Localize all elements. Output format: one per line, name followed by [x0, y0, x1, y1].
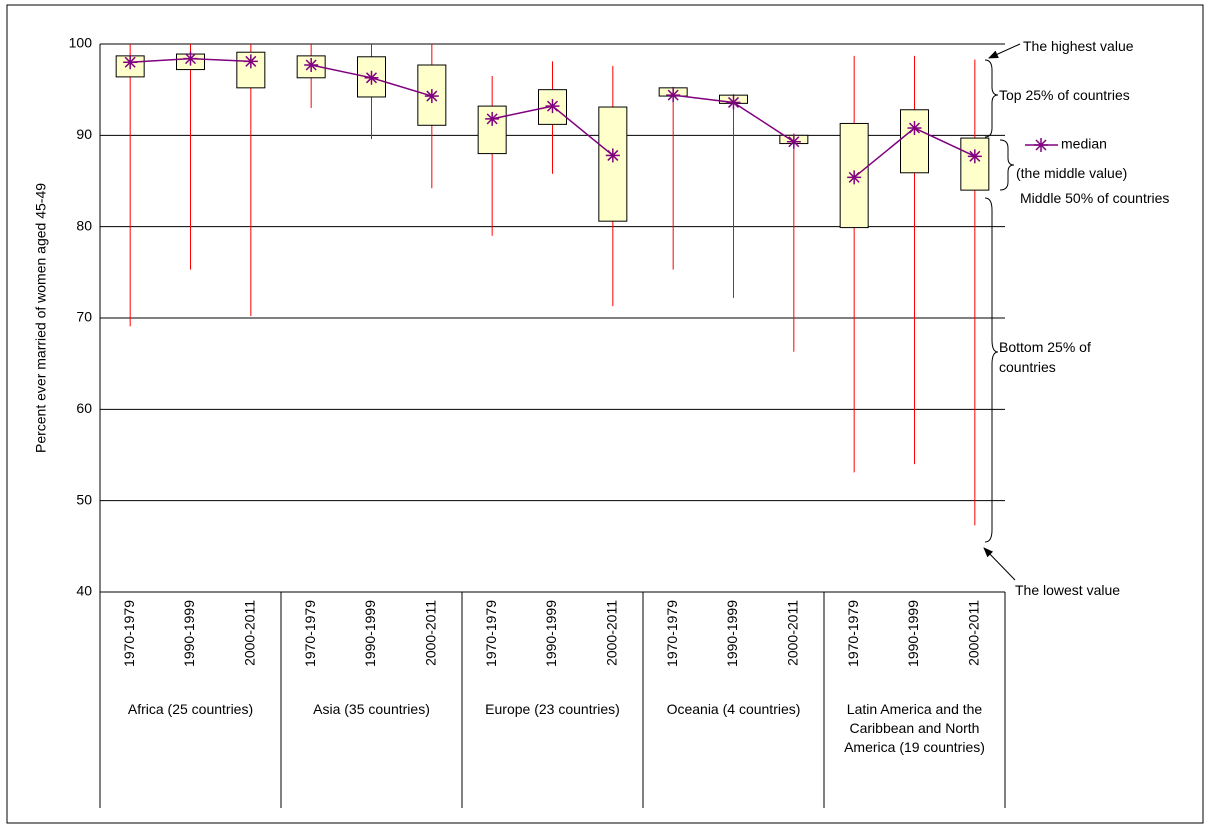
- annotation: (the middle value): [1016, 165, 1128, 181]
- box: [900, 109, 929, 174]
- x-tick-label: 2000-2011: [423, 600, 439, 666]
- arrow: [988, 43, 1021, 59]
- marker-stroke: [124, 56, 136, 68]
- median-marker: [364, 70, 379, 85]
- marker-stroke: [969, 150, 981, 162]
- group-label: Oceania (4 countries): [666, 701, 801, 717]
- x-tick-label: 2000-2011: [966, 600, 982, 666]
- marker-stroke: [305, 59, 317, 71]
- median-marker: [666, 88, 681, 103]
- median-marker: [605, 148, 620, 163]
- annotation-text: The lowest value: [1015, 582, 1121, 598]
- y-tick-label: 60: [76, 400, 92, 416]
- median-marker: [726, 95, 741, 110]
- x-tick-label: 1970-1979: [845, 600, 861, 667]
- marker-stroke: [908, 122, 921, 134]
- group-label: Latin America and the Caribbean and Nort…: [844, 701, 985, 755]
- median-marker: [123, 55, 138, 70]
- marker-stroke: [848, 171, 860, 183]
- x-tick-label: 1970-1979: [121, 600, 137, 667]
- box: [960, 137, 990, 191]
- annotation: The lowest value: [1015, 582, 1121, 598]
- marker-stroke: [1035, 139, 1047, 151]
- x-tick-label: 1990-1999: [543, 600, 559, 667]
- x-tick-label: 1990-1999: [724, 600, 740, 667]
- median-marker: [847, 170, 862, 185]
- y-tick-label: 50: [76, 491, 92, 507]
- frame: [6, 4, 1204, 824]
- group-label-text: Oceania (4 countries): [666, 701, 801, 717]
- y-tick-label: 70: [76, 309, 92, 325]
- x-tick-label: 1990-1999: [905, 600, 921, 667]
- x-tick-label: 2000-2011: [785, 600, 801, 666]
- median-marker: [183, 51, 198, 66]
- median-marker: [545, 99, 560, 114]
- y-tick-label: 90: [76, 126, 92, 142]
- x-tick-label: 2000-2011: [242, 600, 258, 666]
- marker-stroke: [365, 72, 378, 84]
- annotation-text: Bottom 25% of countries: [999, 339, 1091, 375]
- group-label-text: Africa (25 countries): [127, 701, 254, 717]
- marker-stroke: [546, 100, 559, 112]
- marker-stroke: [607, 149, 619, 161]
- box: [598, 106, 628, 222]
- group-label-text: Europe (23 countries): [485, 701, 620, 717]
- y-tick-label: 100: [69, 35, 93, 51]
- marker-stroke: [486, 113, 498, 125]
- x-tick-label: 1990-1999: [362, 600, 378, 667]
- annotation-text: Top 25% of countries: [999, 87, 1130, 103]
- marker-stroke: [184, 53, 197, 65]
- marker-stroke: [667, 89, 679, 101]
- x-tick-label: 1970-1979: [302, 600, 318, 667]
- annotation-text: (the middle value): [1016, 165, 1128, 181]
- y-tick-label: 40: [76, 583, 92, 599]
- median-marker: [304, 58, 319, 73]
- marker-stroke: [727, 96, 740, 108]
- brace: [984, 59, 999, 138]
- median-marker: [907, 121, 922, 136]
- group-label-text: Asia (35 countries): [313, 701, 430, 717]
- group-label: Asia (35 countries): [313, 701, 430, 717]
- arrow: [983, 547, 1016, 581]
- median-marker: [243, 54, 258, 69]
- brace: [984, 197, 999, 543]
- x-tick-label: 2000-2011: [604, 600, 620, 666]
- x-tick-label: 1970-1979: [664, 600, 680, 667]
- marker-stroke: [426, 90, 438, 102]
- marker-stroke: [788, 136, 800, 148]
- group-label: Africa (25 countries): [127, 701, 254, 717]
- x-tick-label: 1970-1979: [483, 600, 499, 667]
- y-axis-label: Percent ever married of women aged 45-49: [33, 183, 49, 453]
- annotation-text: The highest value: [1023, 38, 1134, 54]
- legend-label: median: [1061, 136, 1107, 152]
- marker-stroke: [245, 55, 257, 67]
- median-marker: [485, 111, 500, 126]
- y-tick-label: 80: [76, 217, 92, 233]
- x-tick-label: 1990-1999: [181, 600, 197, 667]
- annotation: Middle 50% of countries: [1020, 190, 1170, 206]
- group-label: Europe (23 countries): [485, 701, 620, 717]
- brace: [999, 139, 1015, 191]
- annotation: Bottom 25% of countries: [999, 339, 1091, 375]
- group-label-text: Latin America and the Caribbean and Nort…: [844, 701, 985, 755]
- annotation: The highest value: [1023, 38, 1134, 54]
- median-marker: [1034, 138, 1048, 152]
- annotation-text: Middle 50% of countries: [1020, 190, 1170, 206]
- annotation: Top 25% of countries: [999, 87, 1130, 103]
- median-marker: [424, 89, 439, 104]
- median-marker: [967, 149, 982, 164]
- median-marker: [786, 134, 801, 149]
